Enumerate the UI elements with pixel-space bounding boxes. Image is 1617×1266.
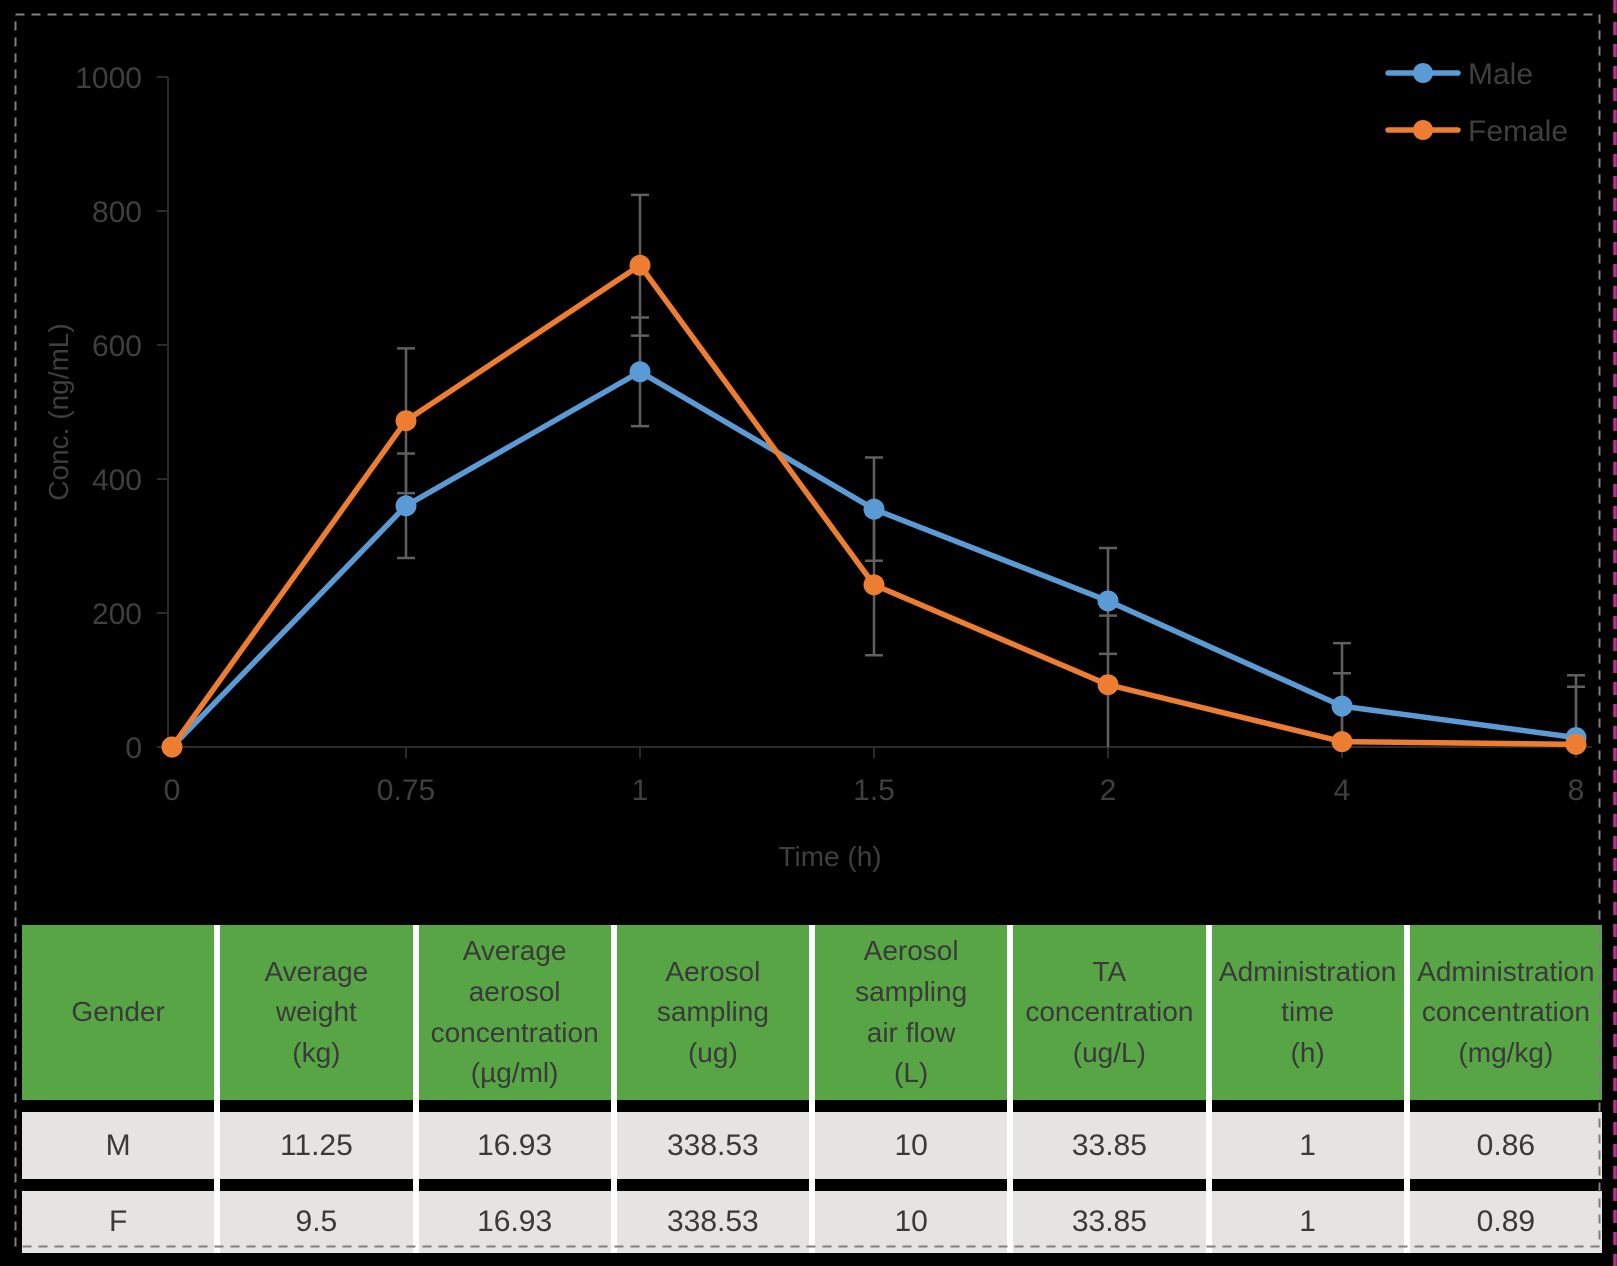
data-cell: 10 [815,1191,1008,1253]
y-tick-label: 1000 [75,62,142,95]
female-marker [395,410,417,432]
y-tick-label: 400 [92,464,142,497]
male-marker [629,361,651,383]
data-cell: 16.93 [418,1191,611,1253]
x-tick-label: 1 [632,774,649,807]
female-marker [863,574,885,596]
male-marker [395,495,417,517]
data-cell: 0.86 [1409,1112,1602,1179]
data-cell: 338.53 [616,1112,809,1179]
female-marker [1097,674,1119,696]
male-marker [863,498,885,520]
table-col-administration-time: Administration time (h) 1 1 [1211,925,1404,1253]
data-cell: 9.5 [220,1191,413,1253]
data-cell: 33.85 [1013,1112,1206,1179]
y-tick-label: 800 [92,196,142,229]
female-marker [1565,733,1587,755]
x-tick-label: 0.75 [377,774,435,807]
data-cell: 1 [1211,1112,1404,1179]
header-cell: Aerosol sampling (ug) [616,925,809,1100]
header-cell: Aerosol sampling air flow (L) [815,925,1008,1100]
table-col-aerosol-sampling-air-flow: Aerosol sampling air flow (L) 10 10 [815,925,1008,1253]
header-cell: Administration time (h) [1211,925,1404,1100]
data-cell: F [22,1191,215,1253]
data-cell: 338.53 [616,1191,809,1253]
table-col-ta-concentration: TA concentration (ug/L) 33.85 33.85 [1013,925,1206,1253]
x-tick-label: 0 [164,774,181,807]
y-axis-title: Conc. (ng/mL) [43,323,74,500]
legend-female-marker [1413,120,1433,140]
x-tick-label: 1.5 [853,774,895,807]
male-marker [1331,695,1353,717]
study-parameters-table: Gender M F Average weight (kg) 11.25 9.5… [22,925,1602,1253]
legend-male-label: Male [1468,58,1533,91]
data-cell: 0.89 [1409,1191,1602,1253]
header-cell: TA concentration (ug/L) [1013,925,1206,1100]
x-tick-label: 8 [1568,774,1585,807]
table-col-administration-concentration: Administration concentration (mg/kg) 0.8… [1409,925,1602,1253]
female-marker [1331,731,1353,753]
y-tick-label: 0 [125,732,142,765]
data-cell: 11.25 [220,1112,413,1179]
legend-male-marker [1413,63,1433,83]
data-cell: 16.93 [418,1112,611,1179]
table-col-average-aerosol-concentration: Average aerosol concentration (µg/ml) 16… [418,925,611,1253]
header-cell: Gender [22,925,215,1100]
header-cell: Average aerosol concentration (µg/ml) [418,925,611,1100]
table-col-gender: Gender M F [22,925,215,1253]
table-col-average-weight: Average weight (kg) 11.25 9.5 [220,925,413,1253]
female-marker [629,254,651,276]
x-tick-label: 2 [1100,774,1117,807]
header-cell: Average weight (kg) [220,925,413,1100]
y-tick-label: 600 [92,330,142,363]
x-axis-title: Time (h) [778,841,881,872]
data-cell: 1 [1211,1191,1404,1253]
header-cell: Administration concentration (mg/kg) [1409,925,1602,1100]
data-cell: M [22,1112,215,1179]
female-marker [161,736,183,758]
table-col-aerosol-sampling: Aerosol sampling (ug) 338.53 338.53 [616,925,809,1253]
x-tick-label: 4 [1334,774,1351,807]
y-tick-label: 200 [92,598,142,631]
data-cell: 10 [815,1112,1008,1179]
legend-female-label: Female [1468,115,1568,148]
data-cell: 33.85 [1013,1191,1206,1253]
male-marker [1097,590,1119,612]
